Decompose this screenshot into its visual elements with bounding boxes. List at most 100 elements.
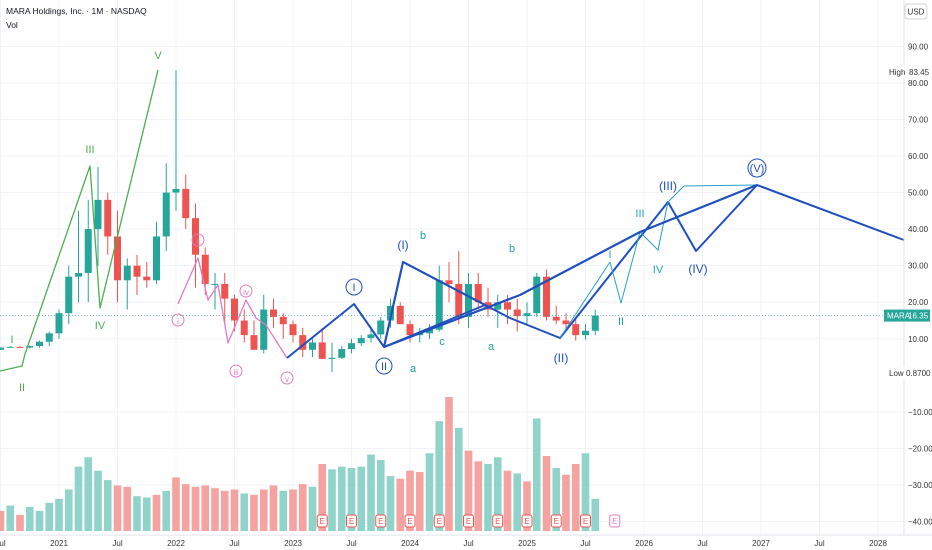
volume-bar: [386, 476, 395, 531]
earnings-marker-box: [404, 514, 416, 528]
candle-body: [6, 346, 14, 348]
volume-bar: [172, 477, 180, 531]
time-tick-label: 2024: [401, 539, 419, 548]
candle-body: [133, 265, 141, 277]
volume-bar: [35, 510, 44, 531]
volume-bar: [347, 468, 356, 531]
earnings-marker-label: E: [583, 517, 588, 526]
volume-bar: [25, 506, 34, 531]
time-tick-label: 2027: [752, 539, 770, 548]
volume-bar: [6, 505, 15, 531]
candle-body: [445, 280, 453, 284]
candle-body: [0, 347, 4, 350]
time-tick-label: 2026: [635, 539, 653, 548]
candle-body: [153, 236, 160, 281]
wave-label-green-4: IV: [95, 320, 106, 332]
volume-bar: [64, 489, 73, 531]
candle-body: [123, 265, 131, 281]
candles: [0, 70, 599, 373]
volume-bar: [279, 490, 288, 531]
earnings-marker-label: E: [378, 517, 383, 526]
candle-body: [572, 324, 580, 336]
volume-bar: [211, 488, 219, 531]
price-tick-label: 20.00: [908, 298, 929, 307]
price-tick-label: 80.00: [908, 79, 929, 88]
wave-label-cyan-2: II: [618, 316, 624, 328]
low-marker: Low 0.8700: [886, 367, 931, 379]
wave-label-pink-4: iv: [243, 288, 249, 297]
earnings-marker: E: [404, 514, 416, 528]
volume-bar: [201, 485, 210, 531]
wave-label-cyan-4: IV: [653, 264, 664, 276]
volume-bar: [269, 485, 278, 531]
earnings-marker-box: [463, 514, 474, 528]
candle-body: [552, 316, 560, 321]
candle-body: [192, 218, 199, 255]
candle-body: [348, 343, 355, 350]
volume-bar: [191, 486, 200, 531]
candle-body: [328, 357, 336, 359]
volume-bar: [532, 418, 541, 531]
candle-body: [455, 283, 463, 317]
price-axis[interactable]: 90.00 80.00 70.00 60.00 50.00 40.00 30.00 20.00…: [908, 42, 932, 526]
volume-bar: [240, 493, 249, 531]
candle-body: [513, 309, 521, 317]
wave-cyan-b: [667, 184, 758, 203]
volume-bar: [415, 472, 424, 531]
currency-badge[interactable]: [904, 3, 928, 20]
volume-bar: [552, 468, 561, 531]
wave-label-blue-1-circle: [345, 278, 363, 296]
candle-body: [494, 302, 502, 310]
low-label: Low: [889, 369, 904, 378]
wave-label-cyan-3: III: [635, 208, 644, 220]
candle-body: [338, 349, 346, 358]
price-tick-label: −20.00: [908, 444, 932, 453]
volume-bar: [220, 490, 229, 531]
volume-bar: [162, 490, 171, 531]
wave-label-blue-2-circle: [375, 357, 393, 375]
volume-bar: [250, 494, 258, 531]
candle-body: [543, 276, 550, 317]
time-tick-label: 2021: [50, 539, 68, 548]
price-tick-label: 40.00: [908, 225, 929, 234]
candle-body: [36, 341, 43, 347]
candle-body: [357, 338, 365, 344]
volume-label: Vol: [6, 20, 18, 30]
candle-body: [162, 192, 170, 237]
candle-body: [270, 309, 277, 317]
candle-body: [260, 309, 268, 350]
earnings-marker: E: [580, 514, 591, 528]
earnings-marker-label: E: [466, 517, 471, 526]
candle-body: [114, 236, 121, 281]
low-value: 0.8700: [906, 369, 931, 378]
wave-label-cyan-6: (IV): [688, 262, 707, 276]
wave-label-a-1: a: [410, 363, 417, 375]
time-tick-label: 2023: [284, 539, 302, 548]
candle-body: [523, 313, 531, 317]
wave-trend: [383, 183, 758, 349]
wave-label-blue-2: II: [381, 361, 387, 373]
last-value: 16.35: [908, 312, 929, 321]
wave-label-pink-5-circle: [280, 371, 294, 385]
price-axis-bg: [904, 0, 932, 550]
earnings-marker-box: [609, 514, 621, 528]
candle-body: [240, 320, 248, 336]
time-tick-label: 2025: [518, 539, 536, 548]
candle-body: [231, 298, 238, 321]
candle-body: [65, 276, 73, 314]
wave-label-cyan-5: (III): [659, 179, 677, 193]
candle-body: [367, 334, 375, 339]
wave-label-c-1: c: [439, 336, 445, 348]
volume-bar: [133, 496, 141, 531]
volume-bar: [396, 478, 405, 531]
candle-body: [279, 316, 287, 325]
candle-body: [289, 324, 297, 336]
volume-bar: [94, 470, 102, 531]
time-axis[interactable]: Jul 2021 Jul 2022 Jul 2023 Jul 2024 Jul 2025 Jul 20…: [0, 539, 887, 548]
wave-label-pink-2: ii: [196, 237, 200, 246]
earnings-marker-label: E: [349, 517, 354, 526]
earnings-marker: E: [609, 514, 621, 528]
volume-bar: [337, 466, 346, 531]
